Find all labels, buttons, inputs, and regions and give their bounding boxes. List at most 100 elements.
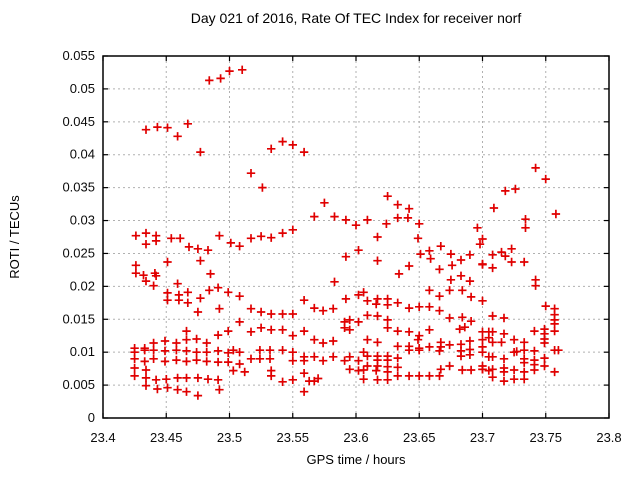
data-point [413, 234, 423, 243]
data-point [363, 296, 372, 305]
data-point [213, 330, 223, 340]
data-point [478, 348, 487, 357]
data-point [550, 367, 559, 377]
data-point [363, 351, 372, 361]
data-point [363, 311, 372, 320]
data-point [359, 348, 368, 357]
data-point [225, 66, 234, 76]
data-point [246, 304, 256, 313]
data-point [456, 351, 466, 361]
data-point [163, 383, 172, 392]
data-point [149, 281, 158, 290]
data-point [149, 354, 158, 363]
data-point [215, 231, 224, 240]
data-point [267, 233, 276, 242]
data-point [393, 363, 402, 372]
y-tick-label: 0.02 [70, 278, 95, 293]
data-point [235, 317, 244, 327]
data-point [415, 346, 424, 355]
data-point [351, 221, 361, 230]
y-tick-label: 0 [88, 410, 95, 425]
data-point [340, 356, 349, 365]
data-point [551, 209, 561, 219]
data-point [359, 288, 368, 297]
data-point [445, 340, 454, 350]
data-point [226, 238, 235, 248]
data-point [131, 231, 141, 240]
data-point [373, 361, 382, 371]
data-point [478, 234, 487, 244]
data-point [425, 302, 434, 311]
data-point [131, 269, 141, 278]
data-point [256, 232, 266, 241]
data-point [240, 367, 249, 377]
data-point [173, 373, 182, 383]
data-point [345, 315, 354, 325]
data-point [174, 296, 184, 305]
data-point [372, 366, 381, 375]
data-point [447, 261, 457, 270]
data-point [436, 342, 445, 352]
data-point [458, 365, 467, 375]
data-point [215, 304, 224, 313]
data-point [167, 234, 176, 243]
data-point [382, 219, 391, 228]
data-point [340, 323, 349, 332]
data-point [329, 304, 338, 313]
x-tick-label: 23.8 [596, 430, 621, 445]
data-point [501, 186, 510, 196]
data-point [345, 352, 354, 361]
data-point [550, 326, 559, 336]
data-point [184, 242, 194, 252]
data-point [140, 346, 149, 355]
x-tick-label: 23.55 [276, 430, 309, 445]
y-tick-label: 0.01 [70, 344, 95, 359]
data-point [446, 275, 456, 284]
y-tick-label: 0.05 [70, 81, 95, 96]
data-point [213, 346, 223, 356]
data-point [299, 369, 309, 378]
data-point [193, 391, 203, 400]
data-point [509, 335, 519, 344]
data-point [216, 74, 225, 83]
data-point [329, 352, 338, 361]
data-point [393, 353, 402, 363]
data-point [499, 313, 509, 323]
x-tick-label: 23.6 [343, 430, 368, 445]
data-point [363, 215, 372, 225]
data-point [299, 326, 309, 336]
data-point [202, 338, 211, 348]
data-point [354, 290, 363, 300]
data-point [521, 223, 530, 232]
data-point [141, 240, 151, 249]
chart-title: Day 021 of 2016, Rate Of TEC Index for r… [190, 10, 522, 26]
data-point [224, 348, 233, 357]
data-point [554, 346, 563, 355]
data-point [456, 255, 466, 265]
data-point [278, 325, 287, 334]
data-point [229, 366, 238, 375]
data-point [458, 286, 467, 295]
data-point [205, 76, 214, 85]
data-point [425, 342, 434, 352]
data-point [224, 326, 233, 336]
data-point [246, 327, 256, 336]
data-point [404, 261, 414, 271]
data-point [330, 277, 339, 286]
x-axis-title: GPS time / hours [306, 452, 406, 467]
data-point [141, 276, 151, 286]
y-tick-label: 0.04 [70, 147, 95, 162]
data-point [373, 375, 382, 384]
data-point [329, 336, 338, 346]
data-point [288, 225, 297, 234]
data-point [413, 335, 423, 344]
data-point [393, 326, 402, 336]
data-point [173, 132, 182, 141]
data-point [255, 354, 265, 363]
y-tick-label: 0.055 [62, 48, 95, 63]
data-point [446, 249, 456, 259]
data-point [265, 354, 275, 363]
data-point [213, 283, 223, 292]
data-point [172, 338, 181, 348]
data-point [531, 163, 540, 173]
